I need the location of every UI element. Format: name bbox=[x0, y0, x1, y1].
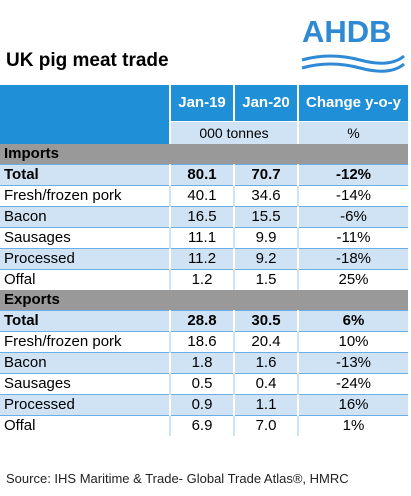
units-pct: % bbox=[297, 121, 408, 144]
table-row: Bacon 1.8 1.6 -13% bbox=[0, 352, 408, 374]
value-change: 10% bbox=[297, 331, 408, 353]
value-change: -12% bbox=[297, 164, 408, 186]
header-change: Change y-o-y bbox=[297, 85, 408, 122]
row-label: Bacon bbox=[0, 352, 170, 374]
value-change: 6% bbox=[297, 310, 408, 332]
value-jan20: 1.1 bbox=[233, 394, 298, 416]
value-jan20: 1.6 bbox=[233, 352, 298, 374]
value-change: -18% bbox=[297, 248, 408, 270]
table-row: Total 80.1 70.7 -12% bbox=[0, 164, 408, 186]
value-change: 1% bbox=[297, 415, 408, 436]
value-jan19: 40.1 bbox=[169, 185, 234, 207]
table-row: Sausages 11.1 9.9 -11% bbox=[0, 227, 408, 249]
row-label: Sausages bbox=[0, 227, 170, 249]
row-label: Fresh/frozen pork bbox=[0, 185, 170, 207]
value-jan19: 6.9 bbox=[169, 415, 234, 436]
row-label: Sausages bbox=[0, 373, 170, 395]
value-change: 25% bbox=[297, 269, 408, 290]
units-tonnes: 000 tonnes bbox=[169, 121, 298, 144]
value-jan19: 28.8 bbox=[169, 310, 234, 332]
value-jan20: 34.6 bbox=[233, 185, 298, 207]
value-jan19: 18.6 bbox=[169, 331, 234, 353]
section-imports: Imports bbox=[0, 144, 408, 165]
value-change: -13% bbox=[297, 352, 408, 374]
table-row: Sausages 0.5 0.4 -24% bbox=[0, 373, 408, 395]
header-jan19: Jan-19 bbox=[169, 85, 234, 122]
header-blank bbox=[0, 85, 170, 122]
imports-rows: Total 80.1 70.7 -12% Fresh/frozen pork 40.1 34… bbox=[0, 164, 408, 290]
table-row: Processed 0.9 1.1 16% bbox=[0, 394, 408, 416]
value-jan20: 9.9 bbox=[233, 227, 298, 249]
value-jan19: 0.9 bbox=[169, 394, 234, 416]
value-jan19: 1.2 bbox=[169, 269, 234, 290]
section-exports: Exports bbox=[0, 290, 408, 311]
table-row: Processed 11.2 9.2 -18% bbox=[0, 248, 408, 270]
value-change: 16% bbox=[297, 394, 408, 416]
value-jan20: 30.5 bbox=[233, 310, 298, 332]
table-row: Offal 1.2 1.5 25% bbox=[0, 269, 408, 290]
value-jan20: 20.4 bbox=[233, 331, 298, 353]
value-change: -14% bbox=[297, 185, 408, 207]
pig-meat-trade-table: Jan-19 Jan-20 Change y-o-y 000 tonnes % … bbox=[0, 85, 408, 436]
exports-rows: Total 28.8 30.5 6% Fresh/frozen pork 18.6 20.4… bbox=[0, 310, 408, 436]
value-jan19: 80.1 bbox=[169, 164, 234, 186]
page-title: UK pig meat trade bbox=[6, 50, 169, 71]
row-label: Total bbox=[0, 310, 170, 332]
table-row: Offal 6.9 7.0 1% bbox=[0, 415, 408, 436]
row-label: Processed bbox=[0, 248, 170, 270]
value-jan20: 70.7 bbox=[233, 164, 298, 186]
row-label: Offal bbox=[0, 269, 170, 290]
value-jan20: 0.4 bbox=[233, 373, 298, 395]
row-label: Offal bbox=[0, 415, 170, 436]
value-jan20: 9.2 bbox=[233, 248, 298, 270]
row-label: Total bbox=[0, 164, 170, 186]
row-label: Processed bbox=[0, 394, 170, 416]
row-label: Bacon bbox=[0, 206, 170, 228]
value-jan19: 0.5 bbox=[169, 373, 234, 395]
table-row: Bacon 16.5 15.5 -6% bbox=[0, 206, 408, 228]
value-jan20: 1.5 bbox=[233, 269, 298, 290]
source-note: Source: IHS Maritime & Trade- Global Tra… bbox=[6, 471, 349, 486]
row-label: Fresh/frozen pork bbox=[0, 331, 170, 353]
value-change: -24% bbox=[297, 373, 408, 395]
value-jan19: 16.5 bbox=[169, 206, 234, 228]
value-jan20: 15.5 bbox=[233, 206, 298, 228]
units-blank bbox=[0, 121, 170, 144]
wave-icon bbox=[301, 54, 405, 73]
ahdb-logo: AHDB bbox=[300, 14, 406, 76]
table-row: Fresh/frozen pork 18.6 20.4 10% bbox=[0, 331, 408, 353]
value-change: -11% bbox=[297, 227, 408, 249]
value-change: -6% bbox=[297, 206, 408, 228]
value-jan19: 11.1 bbox=[169, 227, 234, 249]
logo-text: AHDB bbox=[302, 14, 392, 49]
value-jan20: 7.0 bbox=[233, 415, 298, 436]
header-jan20: Jan-20 bbox=[233, 85, 298, 122]
value-jan19: 1.8 bbox=[169, 352, 234, 374]
value-jan19: 11.2 bbox=[169, 248, 234, 270]
table-row: Fresh/frozen pork 40.1 34.6 -14% bbox=[0, 185, 408, 207]
table-row: Total 28.8 30.5 6% bbox=[0, 310, 408, 332]
